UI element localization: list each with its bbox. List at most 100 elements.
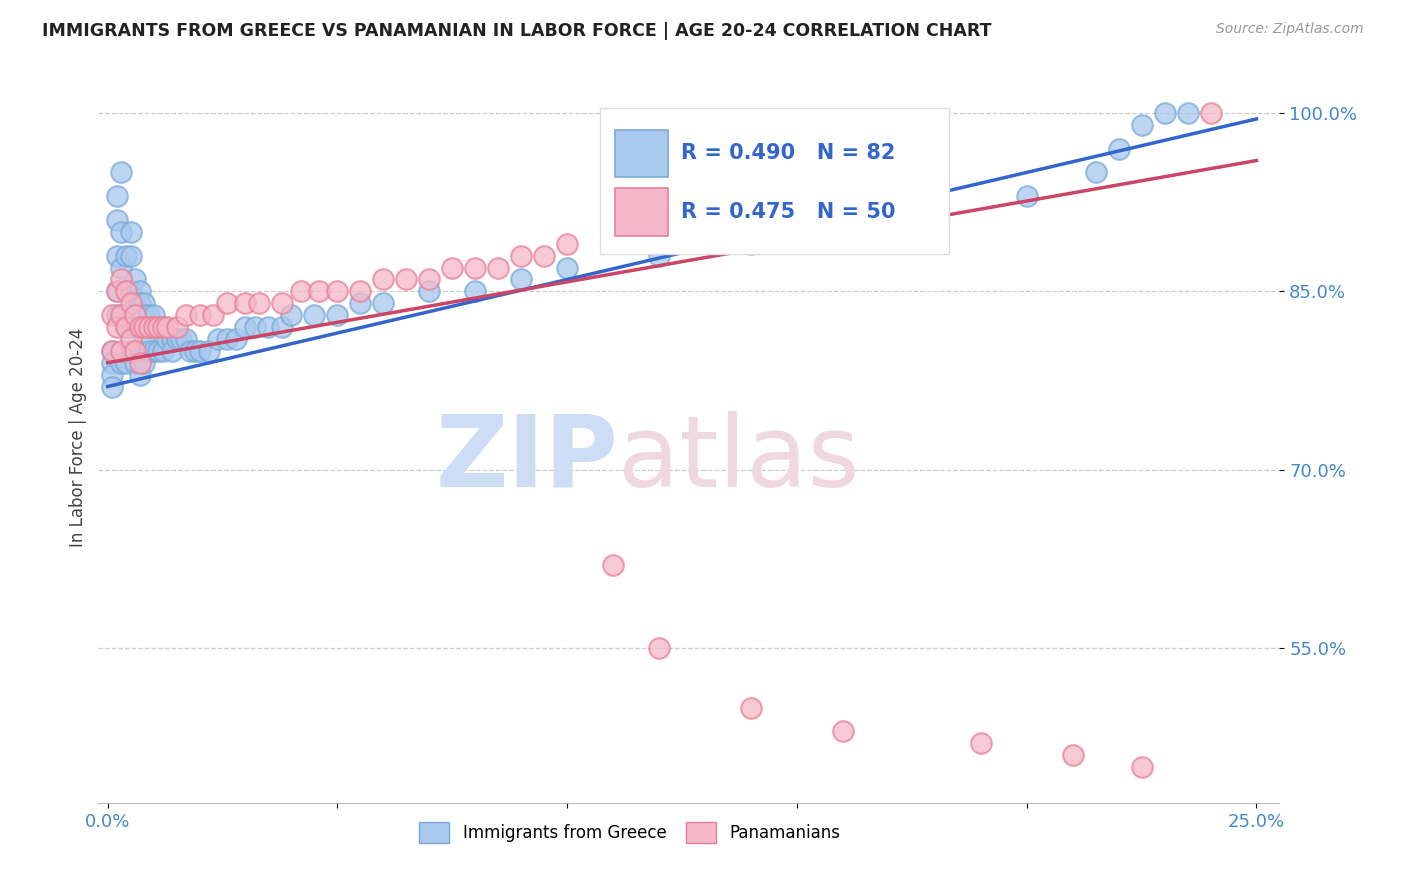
Point — [464, 285, 486, 299]
Text: R = 0.475   N = 50: R = 0.475 N = 50 — [681, 202, 896, 222]
Point — [280, 308, 302, 322]
Point — [110, 356, 132, 370]
Point — [304, 308, 326, 322]
Point — [247, 296, 270, 310]
Point — [124, 296, 146, 310]
Point — [152, 343, 174, 358]
Point — [120, 285, 142, 299]
Bar — [614, 188, 668, 235]
Point — [105, 189, 128, 203]
Point — [134, 320, 156, 334]
Point — [648, 249, 671, 263]
Text: atlas: atlas — [619, 410, 859, 508]
Point — [271, 320, 294, 334]
Point — [101, 308, 124, 322]
Point — [271, 296, 294, 310]
Point — [257, 320, 280, 334]
Point — [128, 285, 150, 299]
Point — [120, 320, 142, 334]
Point — [110, 260, 132, 275]
Point — [146, 343, 169, 358]
Point — [152, 320, 174, 334]
Point — [142, 308, 165, 322]
Point — [128, 320, 150, 334]
Point — [1015, 189, 1038, 203]
Text: IMMIGRANTS FROM GREECE VS PANAMANIAN IN LABOR FORCE | AGE 20-24 CORRELATION CHAR: IMMIGRANTS FROM GREECE VS PANAMANIAN IN … — [42, 22, 991, 40]
Point — [235, 296, 257, 310]
Point — [924, 213, 946, 227]
Point — [160, 332, 183, 346]
Point — [105, 320, 128, 334]
Point — [1199, 106, 1222, 120]
Point — [134, 356, 156, 370]
Point — [486, 260, 509, 275]
Point — [110, 308, 132, 322]
Point — [202, 308, 225, 322]
Point — [120, 296, 142, 310]
Point — [184, 343, 207, 358]
Point — [120, 332, 142, 346]
Point — [418, 285, 440, 299]
Text: R = 0.490   N = 82: R = 0.490 N = 82 — [681, 144, 896, 163]
Point — [128, 296, 150, 310]
Point — [510, 249, 533, 263]
FancyBboxPatch shape — [600, 108, 949, 254]
Point — [124, 308, 146, 322]
Point — [110, 272, 132, 286]
Point — [142, 320, 165, 334]
Point — [146, 320, 169, 334]
Point — [1130, 760, 1153, 774]
Point — [160, 343, 183, 358]
Point — [128, 368, 150, 382]
Point — [110, 343, 132, 358]
Point — [648, 641, 671, 656]
Point — [134, 296, 156, 310]
Point — [225, 332, 247, 346]
Point — [115, 320, 138, 334]
Point — [441, 260, 464, 275]
Point — [128, 320, 150, 334]
Point — [174, 332, 197, 346]
Point — [831, 724, 853, 739]
Point — [179, 343, 201, 358]
Point — [373, 296, 395, 310]
Legend: Immigrants from Greece, Panamanians: Immigrants from Greece, Panamanians — [412, 815, 848, 849]
Text: ZIP: ZIP — [436, 410, 619, 508]
Point — [1108, 142, 1130, 156]
Point — [207, 332, 229, 346]
Point — [110, 165, 132, 179]
Point — [105, 249, 128, 263]
Point — [349, 296, 371, 310]
Point — [197, 343, 219, 358]
Point — [1153, 106, 1175, 120]
Point — [464, 260, 486, 275]
Point — [115, 356, 138, 370]
Point — [217, 296, 239, 310]
Point — [138, 308, 160, 322]
Point — [142, 320, 165, 334]
Point — [134, 332, 156, 346]
Point — [740, 236, 762, 251]
Point — [152, 320, 174, 334]
Point — [235, 320, 257, 334]
Point — [510, 272, 533, 286]
Point — [124, 272, 146, 286]
Point — [110, 308, 132, 322]
Point — [373, 272, 395, 286]
Point — [101, 343, 124, 358]
Point — [170, 332, 193, 346]
Point — [326, 285, 349, 299]
Point — [101, 343, 124, 358]
Point — [115, 320, 138, 334]
Point — [138, 343, 160, 358]
Point — [326, 308, 349, 322]
Point — [308, 285, 330, 299]
Point — [831, 225, 853, 239]
Point — [555, 236, 578, 251]
Point — [134, 308, 156, 322]
Text: Source: ZipAtlas.com: Source: ZipAtlas.com — [1216, 22, 1364, 37]
Point — [146, 320, 169, 334]
Bar — [614, 130, 668, 178]
Point — [290, 285, 312, 299]
Point — [555, 260, 578, 275]
